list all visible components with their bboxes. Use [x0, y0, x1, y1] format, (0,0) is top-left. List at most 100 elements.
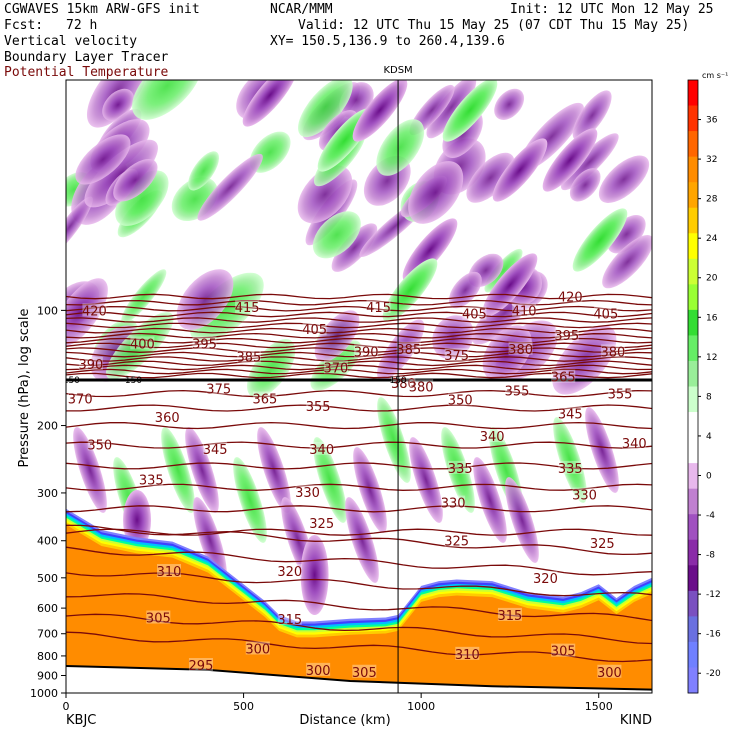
colorbar-label: 0	[706, 471, 712, 481]
velocity-cell	[121, 269, 167, 324]
colorbar-segment	[688, 412, 698, 439]
kdsm-marker-label: KDSM	[383, 65, 412, 76]
theta-label-bg	[192, 336, 217, 350]
theta-label-bg	[87, 437, 112, 451]
theta-label-bg	[352, 664, 377, 678]
theta-label-bg	[512, 303, 537, 317]
theta-label-bg	[444, 348, 469, 362]
x-tick-label: 0	[63, 700, 70, 713]
velocity-core	[492, 138, 548, 202]
theta-label: 325	[590, 537, 615, 552]
colorbar-segment	[688, 667, 698, 694]
velocity-cell	[376, 119, 425, 176]
velocity-cell	[484, 248, 523, 293]
theta-label-bg	[146, 610, 171, 624]
velocity-streak	[585, 407, 619, 493]
velocity-cell	[66, 196, 93, 257]
colorbar-label: -12	[706, 590, 721, 600]
velocity-cell	[132, 80, 202, 120]
tropopause-label: 150	[125, 376, 142, 386]
velocity-cell	[607, 215, 646, 254]
theta-label-bg	[309, 441, 334, 455]
theta-label-bg	[455, 646, 480, 660]
colorbar: 36 32 28 24 20 16 12 8 4 0 -4 -8 -12 -16 -20 cm s⁻¹	[687, 71, 728, 694]
colorbar-segment	[688, 309, 698, 336]
fcst-label: Fcst:	[4, 18, 44, 33]
theta-label: 335	[139, 474, 164, 489]
theta-label-bg	[551, 369, 576, 383]
theta-label: 395	[192, 337, 217, 352]
theta-label: 370	[68, 393, 93, 408]
field-potential-temperature: Potential Temperature	[4, 65, 169, 80]
theta-label-bg	[480, 429, 505, 443]
theta-label-bg	[203, 441, 228, 455]
theta-label-bg	[622, 435, 647, 449]
theta-label: 390	[78, 358, 103, 373]
theta-contour	[66, 572, 652, 597]
ground	[66, 665, 652, 693]
y-tick-label: 400	[37, 535, 58, 548]
theta-label-bg	[302, 322, 327, 336]
theta-contour	[66, 293, 652, 300]
theta-contour	[66, 364, 652, 371]
theta-label: 415	[366, 301, 391, 316]
theta-label-bg	[139, 472, 164, 486]
theta-label: 325	[309, 517, 334, 532]
colorbar-label: 16	[706, 313, 718, 323]
velocity-cell	[297, 165, 353, 224]
theta-label: 300	[306, 664, 331, 679]
colorbar-label: -4	[706, 511, 715, 521]
colorbar-segment	[688, 80, 698, 107]
velocity-streak	[345, 497, 379, 583]
velocity-streak	[409, 437, 443, 523]
colorbar-segment	[688, 335, 698, 362]
theta-label: 340	[622, 437, 647, 452]
velocity-cell	[75, 134, 131, 185]
theta-contour	[66, 356, 652, 362]
velocity-cell	[602, 235, 652, 289]
theta-contour	[66, 524, 652, 556]
theta-label: 360	[155, 411, 180, 426]
theta-label: 335	[558, 462, 583, 477]
org-label: NCAR/MMM	[270, 2, 333, 17]
theta-label-bg	[441, 495, 466, 509]
velocity-core	[352, 80, 408, 142]
theta-label-bg	[444, 533, 469, 547]
theta-contour	[66, 505, 652, 513]
colorbar-segment	[688, 641, 698, 668]
velocity-streak	[377, 397, 411, 483]
theta-label: 315	[277, 613, 302, 628]
colorbar-segment	[688, 463, 698, 490]
velocity-streak	[193, 497, 227, 583]
theta-label: 365	[551, 371, 576, 386]
theta-label: 310	[157, 565, 182, 580]
colorbar-segment	[688, 131, 698, 158]
velocity-cell	[176, 269, 234, 330]
theta-contour	[66, 332, 652, 339]
velocity-core	[482, 253, 538, 317]
colorbar-frame	[687, 79, 699, 694]
theta-label-bg	[497, 607, 522, 621]
theta-label: 345	[558, 407, 583, 422]
theta-contour	[66, 372, 652, 379]
theta-label: 380	[409, 380, 434, 395]
theta-contour	[66, 441, 652, 449]
theta-label: 415	[235, 301, 260, 316]
theta-label-bg	[295, 484, 320, 498]
theta-label: 345	[203, 443, 228, 458]
theta-contour	[66, 360, 652, 367]
velocity-streak	[185, 427, 219, 513]
y-tick-label: 300	[37, 487, 58, 500]
y-tick-label: 100	[37, 304, 58, 317]
theta-label-bg	[533, 570, 558, 584]
theta-label: 405	[593, 308, 618, 323]
theta-label: 385	[236, 351, 261, 366]
x-tick-label: 1000	[407, 700, 435, 713]
theta-label: 330	[441, 497, 466, 512]
theta-label-bg	[78, 356, 103, 370]
theta-label: 375	[206, 382, 231, 397]
theta-label-bg	[558, 460, 583, 474]
boundary-layer-terrain	[66, 508, 652, 693]
theta-contour	[66, 462, 652, 470]
